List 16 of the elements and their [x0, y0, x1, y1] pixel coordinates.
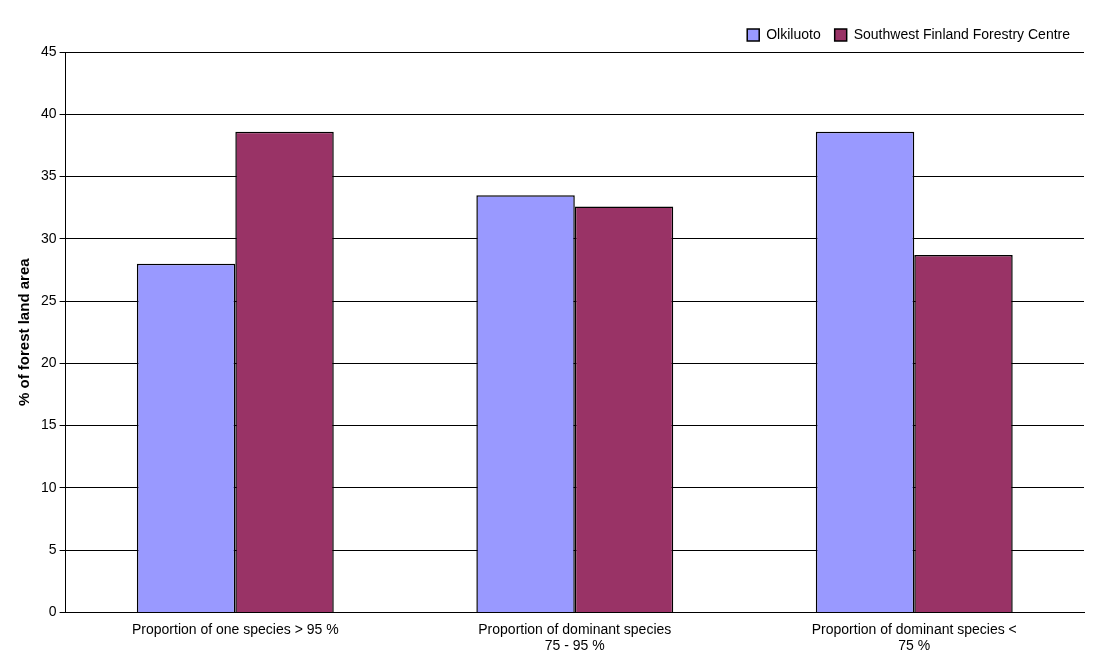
x-tick-label: Proportion of dominant species 75 - 95 %	[478, 620, 672, 654]
y-tick-label: 5	[48, 540, 57, 557]
y-tick-label: 30	[40, 229, 57, 246]
legend-label: Olkiluoto	[766, 25, 821, 42]
y-tick-label: 10	[40, 478, 57, 495]
y-tick-label: 25	[40, 291, 57, 308]
y-tick-label: 15	[40, 416, 57, 433]
x-tick-label: Proportion of dominant species < 75 %	[811, 620, 1017, 654]
y-tick-label: 20	[40, 354, 57, 371]
legend-label: Southwest Finland Forestry Centre	[853, 25, 1071, 42]
y-tick-label: 40	[40, 105, 57, 122]
x-tick-label: Proportion of one species > 95 %	[131, 620, 339, 637]
y-axis-title: % of forest land area	[15, 257, 33, 406]
y-tick-label: 0	[48, 603, 57, 620]
y-tick-label: 45	[40, 42, 57, 59]
y-tick-label: 35	[40, 167, 57, 184]
